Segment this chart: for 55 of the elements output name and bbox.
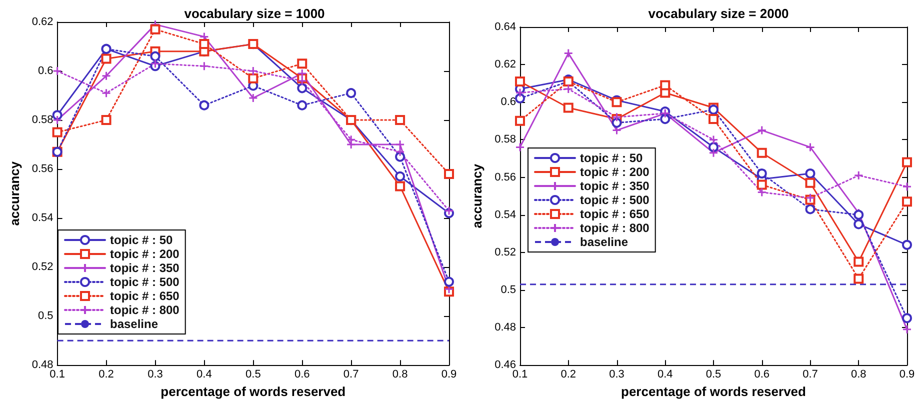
x-tick-label: 0.7 — [802, 368, 818, 381]
y-axis-title: accurancy — [470, 163, 485, 228]
y-tick-label: 0.62 — [494, 58, 516, 71]
y-tick-label: 0.6 — [38, 65, 54, 78]
x-tick-label: 0.3 — [148, 368, 163, 381]
y-tick-label: 0.64 — [494, 21, 516, 33]
x-tick-label: 0.4 — [657, 368, 673, 381]
legend-label: baseline — [580, 235, 628, 249]
x-tick-label: 0.4 — [196, 368, 212, 381]
legend-label: topic # : 800 — [110, 303, 180, 317]
x-tick-label: 0.1 — [50, 368, 65, 381]
legend-label: topic # : 500 — [110, 275, 180, 289]
x-tick-label: 0.6 — [294, 368, 310, 381]
x-tick-label: 0.3 — [609, 368, 624, 381]
legend-label: topic # : 200 — [110, 247, 180, 261]
x-tick-label: 0.6 — [754, 368, 770, 381]
x-tick-label: 0.7 — [343, 368, 359, 381]
y-tick-label: 0.52 — [494, 246, 516, 258]
y-tick-label: 0.58 — [494, 134, 516, 146]
legend-label: baseline — [110, 317, 158, 331]
x-tick-label: 0.8 — [392, 368, 408, 381]
x-tick-label: 0.2 — [560, 368, 576, 381]
y-tick-label: 0.62 — [32, 16, 54, 28]
legend-label: topic # : 200 — [580, 165, 650, 179]
x-axis-title: percentage of words reserved — [621, 384, 806, 399]
x-tick-label: 0.1 — [512, 368, 528, 381]
y-tick-label: 0.58 — [32, 114, 54, 126]
legend-label: topic # : 650 — [580, 207, 650, 221]
x-tick-label: 0.9 — [899, 368, 915, 381]
y-tick-label: 0.5 — [38, 310, 54, 322]
x-tick-label: 0.5 — [706, 368, 722, 381]
legend-label: topic # : 500 — [580, 193, 650, 207]
x-tick-label: 0.9 — [441, 368, 457, 381]
chart-title: vocabulary size = 2000 — [648, 6, 789, 21]
legend-label: topic # : 650 — [110, 289, 180, 303]
legend-label: topic # : 50 — [110, 233, 174, 247]
y-tick-label: 0.6 — [500, 96, 516, 108]
legend-label: topic # : 800 — [580, 221, 650, 235]
legend-label: topic # : 50 — [580, 151, 644, 165]
y-tick-label: 0.48 — [494, 322, 516, 334]
chart-title: vocabulary size = 1000 — [184, 6, 325, 21]
y-axis-title: accurancy — [7, 160, 22, 226]
y-tick-label: 0.46 — [494, 359, 516, 372]
y-tick-label: 0.52 — [32, 261, 54, 274]
x-tick-label: 0.2 — [98, 368, 114, 381]
x-axis-title: percentage of words reserved — [160, 384, 346, 399]
x-tick-label: 0.8 — [850, 368, 866, 381]
y-tick-label: 0.5 — [500, 284, 516, 296]
y-tick-label: 0.54 — [494, 208, 516, 221]
legend-label: topic # : 350 — [110, 261, 180, 275]
legend-label: topic # : 350 — [580, 179, 650, 193]
y-tick-label: 0.56 — [494, 171, 516, 184]
x-tick-label: 0.5 — [246, 368, 261, 381]
y-tick-label: 0.56 — [32, 163, 54, 176]
y-tick-label: 0.54 — [32, 212, 54, 224]
